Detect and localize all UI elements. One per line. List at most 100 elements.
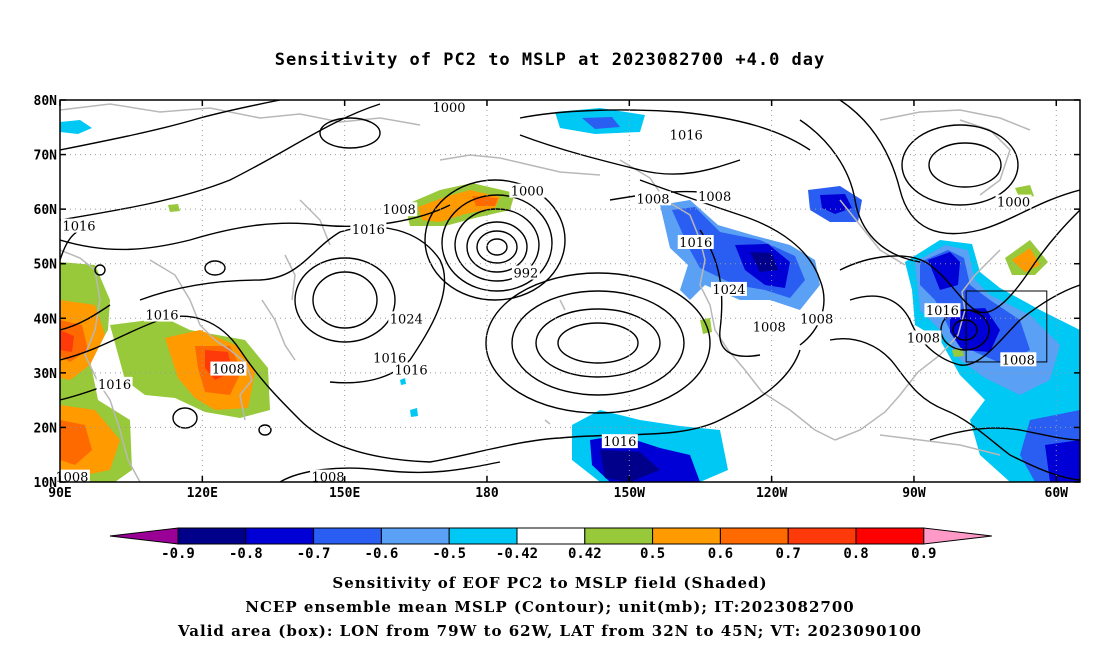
contour-label: 1016 xyxy=(926,304,959,319)
contour-label: 1016 xyxy=(62,220,95,235)
colorbar: -0.9 -0.8 -0.7 -0.6 -0.5 -0.42 0.42 0.5 0.6 0.7 0.… xyxy=(109,527,992,562)
colorbar-label: -0.5 xyxy=(432,546,466,562)
colorbar-lower-triangle xyxy=(109,527,179,545)
contour-label-bg xyxy=(393,362,430,377)
colorbar-label: -0.7 xyxy=(297,546,331,562)
colorbar-label: -0.8 xyxy=(229,546,263,562)
colorbar-segment xyxy=(448,527,518,545)
lon-label: 90E xyxy=(48,486,71,501)
lat-label: 70N xyxy=(34,149,58,164)
contour-label: 1000 xyxy=(432,101,465,116)
contour-label-bg xyxy=(388,311,425,326)
caption-line-2: NCEP ensemble mean MSLP (Contour); unit(… xyxy=(245,598,855,616)
colorbar-label: 0.42 xyxy=(568,546,602,562)
contour-label: 1000 xyxy=(511,185,544,200)
contour-label: 1008 xyxy=(753,321,786,336)
contour-label: 1000 xyxy=(997,196,1030,211)
lat-label: 60N xyxy=(34,203,58,218)
contour-label: 1016 xyxy=(145,309,178,324)
colorbar-segment xyxy=(719,527,789,545)
contour-label-bg xyxy=(751,319,788,334)
lon-label: 150E xyxy=(329,486,360,501)
contour-label: 1016 xyxy=(679,236,712,251)
contour-label-bg xyxy=(511,265,540,280)
colorbar-label: -0.6 xyxy=(365,546,399,562)
contour-label: 1008 xyxy=(698,190,731,205)
contour-label: 1024 xyxy=(390,312,423,327)
lon-label: 120W xyxy=(756,486,787,501)
colorbar-label: 0.9 xyxy=(911,546,936,562)
contour-label: 1008 xyxy=(800,312,833,327)
contour-label-bg xyxy=(924,303,961,318)
contour-label: 1008 xyxy=(636,192,669,207)
contour-label: 1016 xyxy=(670,128,703,143)
lat-label: 50N xyxy=(34,258,58,273)
contour-label-bg xyxy=(371,350,408,365)
colorbar-segment xyxy=(516,527,586,545)
colorbar-segment xyxy=(652,527,721,545)
lon-label: 150W xyxy=(614,486,645,501)
contour-label-bg xyxy=(696,189,733,204)
colorbar-segment xyxy=(855,527,925,545)
contour-label-bg xyxy=(381,202,418,217)
lat-label: 40N xyxy=(34,312,58,327)
contour-label: 1008 xyxy=(907,331,940,346)
contour-label-bg xyxy=(350,221,387,236)
contour-label-bg xyxy=(677,234,714,249)
contour-label-bg xyxy=(635,191,672,206)
contour-label-bg xyxy=(601,434,638,449)
caption-line-1: Sensitivity of EOF PC2 to MSLP field (Sh… xyxy=(332,574,768,592)
contour-label: 1016 xyxy=(603,435,636,450)
lon-label: 60W xyxy=(1045,486,1069,501)
contour-label-bg xyxy=(798,311,835,326)
colorbar-label: 0.6 xyxy=(708,546,733,562)
contour-label-bg xyxy=(431,100,468,115)
colorbar-label: 0.5 xyxy=(640,546,665,562)
contour-label-bg xyxy=(144,307,180,322)
contour-label: 1008 xyxy=(1002,353,1035,368)
colorbar-label: 0.8 xyxy=(843,546,868,562)
lon-label: 120E xyxy=(187,486,218,501)
colorbar-segment xyxy=(245,527,315,545)
contour-label: 1024 xyxy=(712,283,745,298)
colorbar-label: -0.9 xyxy=(161,546,195,562)
colorbar-segment xyxy=(177,527,247,545)
contour-label-bg xyxy=(710,281,747,296)
contour-label-bg xyxy=(905,330,942,345)
colorbar-segment xyxy=(787,527,857,545)
coastlines xyxy=(60,103,1031,482)
lat-label: 30N xyxy=(34,367,58,382)
contour-label-bg xyxy=(53,469,90,484)
contour-label-bg xyxy=(96,376,133,391)
contour-label: 992 xyxy=(513,267,538,282)
map-title: Sensitivity of PC2 to MSLP at 2023082700… xyxy=(274,50,826,70)
graticule xyxy=(60,100,1080,482)
contour-label: 1016 xyxy=(98,378,131,393)
contour-label: 1016 xyxy=(395,364,428,379)
contour-label: 1008 xyxy=(383,203,416,218)
sensitivity-shading xyxy=(60,108,1080,482)
lon-label: 90W xyxy=(902,486,926,501)
contour-label-bg xyxy=(210,361,247,376)
contour-label-bg xyxy=(310,469,347,484)
lon-label: 180 xyxy=(475,486,499,501)
lat-label: 10N xyxy=(34,476,58,491)
colorbar-upper-triangle xyxy=(923,527,992,545)
contour-label-bg xyxy=(509,183,546,198)
contour-label-bg xyxy=(60,218,97,233)
contour-label-bg xyxy=(1000,352,1037,367)
colorbar-segment xyxy=(584,527,654,545)
caption-line-3: Valid area (box): LON from 79W to 62W, L… xyxy=(178,622,922,640)
contour-label: 1008 xyxy=(212,363,245,378)
map-frame xyxy=(59,99,1081,483)
colorbar-label: -0.42 xyxy=(496,546,538,562)
colorbar-label: 0.7 xyxy=(776,546,801,562)
contour-label: 1016 xyxy=(352,223,385,238)
colorbar-segment xyxy=(380,527,450,545)
colorbar-segment xyxy=(313,527,382,545)
lat-label: 20N xyxy=(34,421,58,436)
mslp-contours xyxy=(60,100,1080,482)
contour-label-bg xyxy=(668,127,705,142)
